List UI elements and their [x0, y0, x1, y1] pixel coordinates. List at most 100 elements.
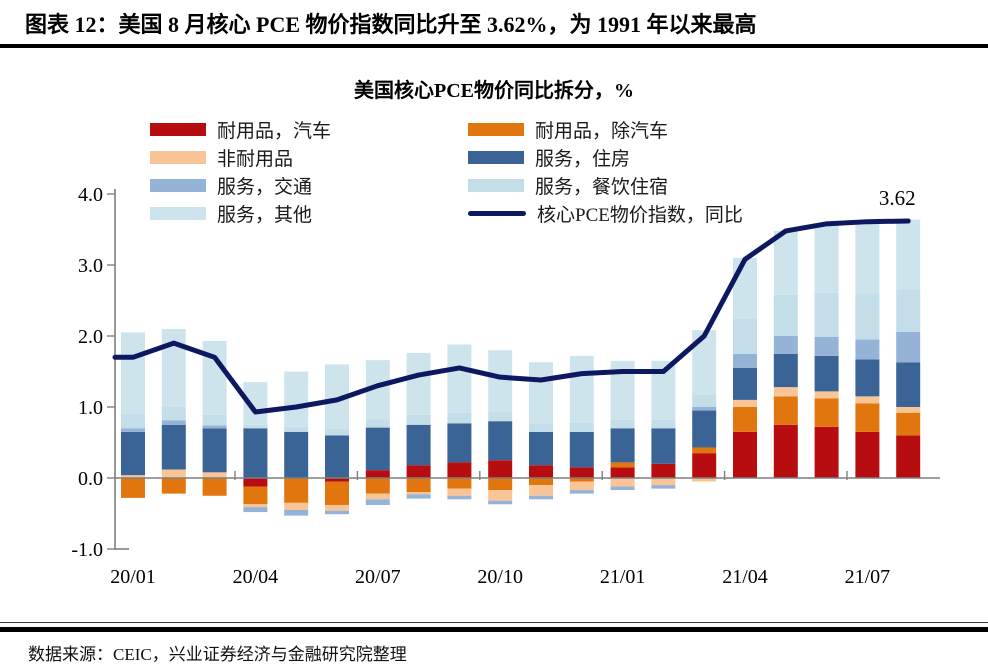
bar-segment [365, 493, 390, 500]
bar-segment [814, 426, 839, 478]
y-tick-label: 3.0 [78, 255, 103, 277]
legend-swatch-nondurables [150, 150, 206, 164]
bar-segment [692, 478, 717, 482]
bar-segment [488, 460, 513, 478]
footer-divider-thick [0, 627, 988, 632]
bar-segment [325, 481, 349, 505]
bar-segment [284, 431, 309, 478]
bar-segment [773, 336, 798, 354]
bar-segment [284, 478, 309, 503]
legend-line-swatch-core-pce [468, 210, 526, 216]
bar-segment [161, 478, 186, 494]
bar-segment [284, 371, 309, 427]
bar-segment [121, 478, 145, 498]
bar-segment [651, 428, 676, 464]
bar-segment [447, 462, 472, 478]
bar-segment [529, 431, 553, 466]
bar-segment [610, 428, 635, 463]
bar-segment [406, 424, 431, 466]
bar-segment [243, 424, 268, 429]
bar-segment [692, 410, 717, 448]
bar-segment [202, 428, 227, 473]
legend-item-durables-ex-autos: 耐用品，除汽车 [468, 116, 828, 143]
bar-segment [733, 257, 757, 319]
bar-segment [733, 399, 757, 407]
bar-segment [488, 490, 513, 501]
bar-segment [733, 353, 757, 368]
bar-segment [814, 398, 839, 427]
bar-segment [855, 222, 880, 294]
x-tick-label: 20/10 [477, 566, 523, 588]
bar-segment [569, 481, 594, 491]
legend-item-services-housing: 服务，住房 [468, 144, 828, 171]
legend-item-services-other: 服务，其他 [150, 200, 468, 227]
legend-item-services-dining-lodging: 服务，餐饮住宿 [468, 172, 828, 199]
bar-segment [325, 428, 349, 436]
bar-segment [406, 414, 431, 425]
bar-segment [243, 507, 268, 513]
bar-segment [284, 426, 309, 432]
bar-segment [569, 431, 594, 468]
bar-segment [733, 318, 757, 354]
bar-segment [651, 478, 676, 486]
bar-segment [447, 488, 472, 496]
bar-segment [896, 331, 921, 363]
bar-segment [773, 387, 798, 397]
bar-segment [773, 353, 798, 388]
bar-segment [569, 355, 594, 423]
bar-segment [692, 407, 717, 411]
bar-segment [406, 492, 431, 495]
footer-divider-thin [0, 622, 988, 623]
bar-segment [569, 422, 594, 432]
legend-label: 服务，住房 [535, 148, 631, 170]
bar-segment [610, 478, 635, 487]
bar-segment [855, 403, 880, 432]
bar-segment [529, 485, 553, 496]
bar-segment [365, 419, 390, 428]
legend-swatch-services-other [150, 206, 206, 220]
bar-segment [121, 332, 145, 415]
bar-segment [447, 478, 472, 489]
figure-title: 图表 12：美国 8 月核心 PCE 物价指数同比升至 3.62%，为 1991… [25, 12, 757, 37]
bar-segment [569, 490, 594, 494]
bar-segment [896, 412, 921, 436]
bar-segment [569, 467, 594, 478]
bar-segment [284, 509, 309, 516]
bar-segment [855, 339, 880, 360]
bar-segment [733, 407, 757, 432]
legend-swatch-durables-autos [150, 122, 206, 136]
legend-label: 服务，餐饮住宿 [535, 176, 669, 198]
y-tick-label: 2.0 [78, 326, 103, 348]
bar-segment [692, 330, 717, 395]
x-tick-label: 21/04 [722, 566, 768, 588]
legend-item-durables-autos: 耐用品，汽车 [150, 116, 468, 143]
bar-segment [488, 478, 513, 491]
legend-swatch-services-dining-lodging [468, 178, 524, 192]
bar-segment [610, 419, 635, 429]
data-source-note: 数据来源：CEIC，兴业证券经济与金融研究院整理 [28, 645, 407, 664]
legend-item-nondurables: 非耐用品 [150, 144, 468, 171]
bar-segment [121, 414, 145, 429]
bar-segment [773, 396, 798, 425]
bar-segment [161, 328, 186, 407]
bar-segment [121, 475, 145, 478]
bar-segment [529, 478, 553, 486]
bar-segment [243, 478, 268, 487]
bar-segment [855, 431, 880, 478]
bar-segment [610, 462, 635, 468]
legend-swatch-services-housing [468, 150, 524, 164]
bar-segment [325, 435, 349, 478]
bar-segment [325, 478, 349, 482]
bar-segment [161, 424, 186, 470]
bar-segment [651, 419, 676, 429]
bar-segment [447, 495, 472, 500]
x-tick-label: 21/01 [600, 566, 646, 588]
bar-segment [529, 495, 553, 500]
chart-title: 美国核心PCE物价同比拆分，% [354, 80, 634, 102]
bar-segment [365, 478, 390, 494]
bar-segment [814, 292, 839, 337]
legend-label: 耐用品，除汽车 [535, 120, 669, 142]
x-tick-label: 21/07 [845, 566, 891, 588]
bar-segment [121, 428, 145, 432]
